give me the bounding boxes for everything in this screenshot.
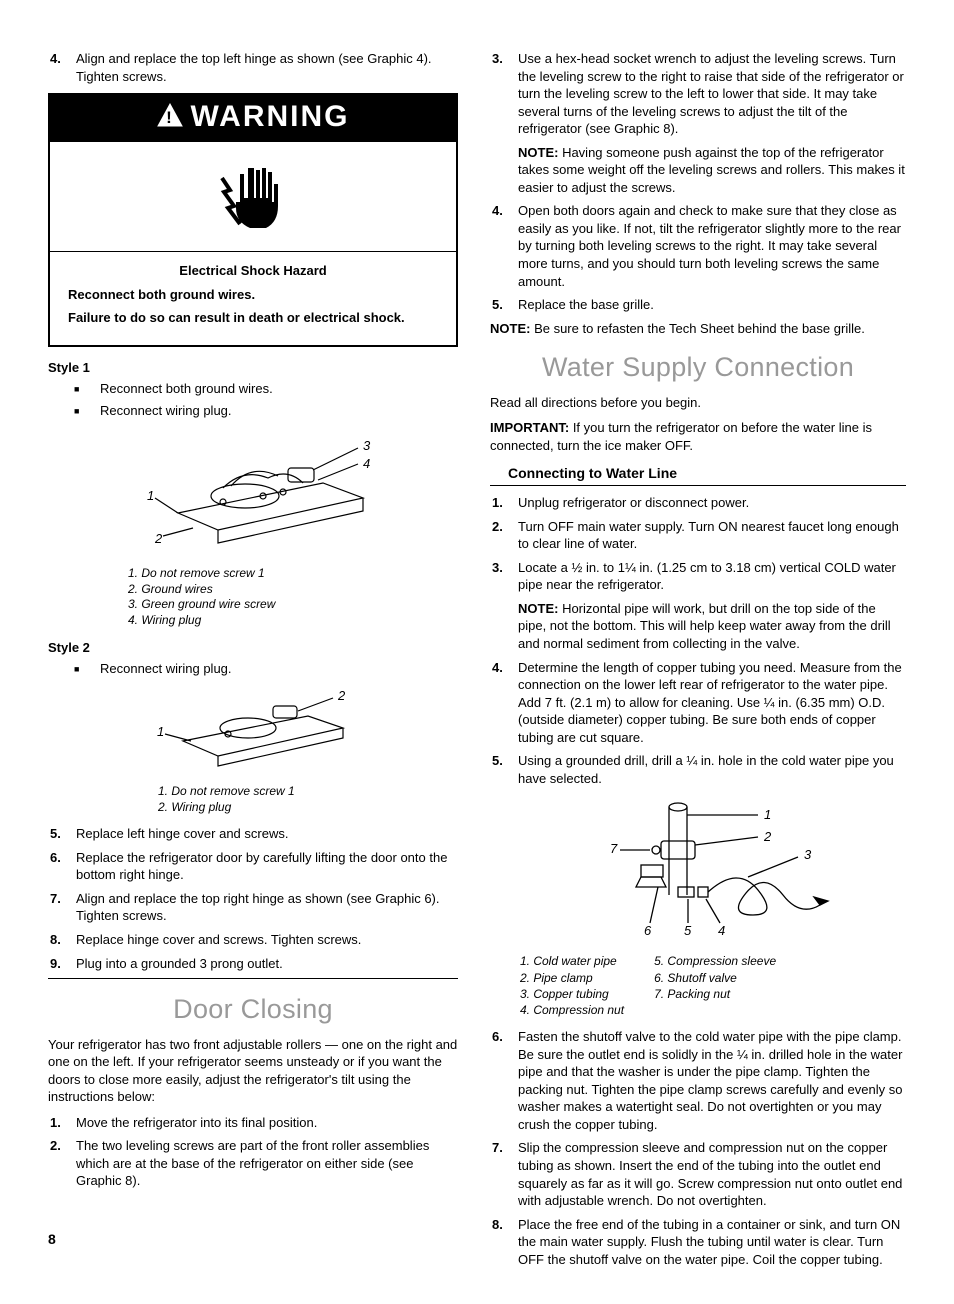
style-2-bullets: Reconnect wiring plug. [74, 660, 458, 678]
figure-water: 1 2 3 4 5 6 7 [490, 795, 906, 945]
w-step-8: 8.Place the free end of the tubing in a … [490, 1216, 906, 1269]
warning-header: ! WARNING [50, 95, 456, 142]
door-closing-steps: 1.Move the refrigerator into its final p… [48, 1114, 458, 1190]
warning-box: ! WARNING Electrical Shock Hazard Reconn… [48, 93, 458, 347]
svg-text:1: 1 [764, 807, 771, 822]
step-4: 4. Align and replace the top left hinge … [48, 50, 458, 85]
step-9: 9.Plug into a grounded 3 prong outlet. [48, 955, 458, 973]
warning-text: Electrical Shock Hazard Reconnect both g… [50, 252, 456, 345]
door-closing-intro: Your refrigerator has two front adjustab… [48, 1036, 458, 1106]
figure-2-callouts: 1. Do not remove screw 1 2. Wiring plug [158, 784, 458, 815]
w-step-3: 3. Locate a ½ in. to 1¼ in. (1.25 cm to … [490, 559, 906, 653]
r3-note: NOTE: Having someone push against the to… [518, 144, 906, 197]
step-text: Align and replace the top left hinge as … [76, 50, 458, 85]
figure-style-2: 1 2 [48, 686, 458, 776]
sub-rule [490, 485, 906, 486]
style-1-heading: Style 1 [48, 359, 458, 377]
svg-text:!: ! [166, 108, 174, 127]
svg-text:3: 3 [363, 438, 371, 453]
callouts-col-a: 1. Cold water pipe 2. Pipe clamp 3. Copp… [520, 953, 624, 1018]
right-column: 3. Use a hex-head socket wrench to adjus… [490, 50, 906, 1274]
left-column: 4. Align and replace the top left hinge … [48, 50, 458, 1274]
r-step-5: 5.Replace the base grille. [490, 296, 906, 314]
figure-water-callouts: 1. Cold water pipe 2. Pipe clamp 3. Copp… [520, 953, 906, 1018]
bullet: Reconnect both ground wires. [74, 380, 458, 398]
door-closing-title: Door Closing [48, 991, 458, 1027]
water-intro: Read all directions before you begin. [490, 394, 906, 412]
svg-text:1: 1 [147, 488, 154, 503]
bullet: Reconnect wiring plug. [74, 660, 458, 678]
warning-word: WARNING [191, 100, 350, 133]
w3-note: NOTE: Horizontal pipe will work, but dri… [518, 600, 906, 653]
svg-text:2: 2 [154, 531, 163, 546]
w-step-5: 5.Using a grounded drill, drill a ¼ in. … [490, 752, 906, 787]
water-steps-2: 6.Fasten the shutoff valve to the cold w… [490, 1028, 906, 1268]
right-note: NOTE: Be sure to refasten the Tech Sheet… [490, 320, 906, 338]
warning-line-3: Failure to do so can result in death or … [68, 309, 438, 327]
left-steps-bottom: 5.Replace left hinge cover and screws. 6… [48, 825, 458, 972]
step-7: 7.Align and replace the top right hinge … [48, 890, 458, 925]
style-1-bullets: Reconnect both ground wires. Reconnect w… [74, 380, 458, 420]
warning-hazard: Electrical Shock Hazard [68, 262, 438, 280]
shock-hand-icon [208, 150, 298, 240]
figure-1-callouts: 1. Do not remove screw 1 2. Ground wires… [128, 566, 458, 628]
svg-text:1: 1 [157, 724, 164, 739]
callouts-col-b: 5. Compression sleeve 6. Shutoff valve 7… [654, 953, 776, 1018]
dc-step-1: 1.Move the refrigerator into its final p… [48, 1114, 458, 1132]
svg-text:3: 3 [804, 847, 812, 862]
svg-text:6: 6 [644, 923, 652, 938]
connecting-subheading: Connecting to Water Line [508, 464, 906, 483]
divider [48, 978, 458, 979]
w-step-4: 4.Determine the length of copper tubing … [490, 659, 906, 747]
figure-style-1: 1 2 3 4 [48, 428, 458, 558]
r-step-3: 3. Use a hex-head socket wrench to adjus… [490, 50, 906, 196]
warning-line-2: Reconnect both ground wires. [68, 286, 438, 304]
svg-text:2: 2 [763, 829, 772, 844]
svg-text:4: 4 [363, 456, 370, 471]
warning-icon-area [50, 142, 456, 252]
svg-text:7: 7 [610, 841, 618, 856]
water-important: IMPORTANT: If you turn the refrigerator … [490, 419, 906, 454]
svg-text:5: 5 [684, 923, 692, 938]
style-2-heading: Style 2 [48, 639, 458, 657]
svg-text:2: 2 [337, 688, 346, 703]
dc-step-2: 2.The two leveling screws are part of th… [48, 1137, 458, 1190]
w-step-2: 2.Turn OFF main water supply. Turn ON ne… [490, 518, 906, 553]
w-step-6: 6.Fasten the shutoff valve to the cold w… [490, 1028, 906, 1133]
step-num: 4. [48, 50, 76, 85]
bullet: Reconnect wiring plug. [74, 402, 458, 420]
page-number: 8 [48, 1230, 458, 1249]
step-5: 5.Replace left hinge cover and screws. [48, 825, 458, 843]
w-step-1: 1.Unplug refrigerator or disconnect powe… [490, 494, 906, 512]
r-step-4: 4.Open both doors again and check to mak… [490, 202, 906, 290]
water-supply-title: Water Supply Connection [490, 349, 906, 385]
left-steps-top: 4. Align and replace the top left hinge … [48, 50, 458, 85]
w-step-7: 7.Slip the compression sleeve and compre… [490, 1139, 906, 1209]
water-steps: 1.Unplug refrigerator or disconnect powe… [490, 494, 906, 787]
warning-triangle-icon: ! [157, 98, 183, 139]
step-8: 8.Replace hinge cover and screws. Tighte… [48, 931, 458, 949]
right-steps-top: 3. Use a hex-head socket wrench to adjus… [490, 50, 906, 314]
svg-text:4: 4 [718, 923, 725, 938]
step-6: 6.Replace the refrigerator door by caref… [48, 849, 458, 884]
